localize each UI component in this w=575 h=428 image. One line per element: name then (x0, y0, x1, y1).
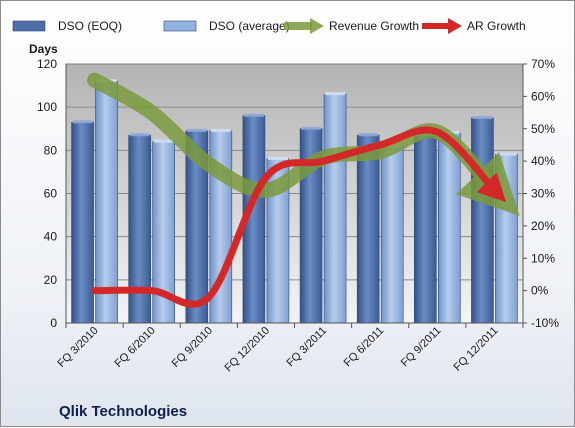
y-tick-label: 40 (44, 230, 58, 244)
bar-dso-eoq (72, 122, 94, 323)
y-tick-label: 120 (37, 57, 57, 71)
x-tick-label: FQ 6/2010 (113, 325, 158, 370)
legend-swatch (164, 21, 196, 31)
legend-swatch (13, 21, 45, 31)
bar-cap (73, 120, 93, 123)
bar-cap (130, 133, 150, 136)
y2-tick-label: 20% (531, 219, 555, 233)
y-tick-label: 100 (37, 100, 57, 114)
bar-cap (496, 153, 516, 156)
x-tick-label: FQ 9/2011 (399, 325, 444, 370)
bar-dso-eoq (357, 135, 379, 323)
bar-cap (244, 114, 264, 117)
bar-dso-eoq (471, 118, 493, 323)
legend-arrow (448, 18, 462, 34)
y-tick-label: 20 (44, 273, 58, 287)
bar-cap (268, 157, 288, 160)
bar-cap (154, 140, 174, 143)
y-tick-label: 0 (50, 316, 57, 330)
legend-label: AR Growth (467, 19, 526, 33)
y2-tick-label: 0% (531, 284, 549, 298)
bar-cap (358, 133, 378, 136)
bar-dso-average (324, 94, 346, 323)
legend-arrow (310, 18, 324, 34)
x-tick-label: FQ 9/2010 (170, 325, 215, 370)
bar-dso-eoq (129, 135, 151, 323)
y-axis-title: Days (29, 42, 58, 56)
bar-dso-average (96, 81, 118, 323)
x-tick-label: FQ 6/2011 (342, 325, 387, 370)
chart-caption: Qlik Technologies (59, 403, 187, 420)
bar-cap (472, 116, 492, 119)
x-tick-label: FQ 3/2011 (285, 325, 330, 370)
y-tick-label: 60 (44, 187, 58, 201)
bar-dso-average (381, 146, 403, 323)
y2-tick-label: 50% (531, 122, 555, 136)
x-tick-label: FQ 12/2010 (222, 325, 272, 375)
y2-tick-label: 10% (531, 251, 555, 265)
legend-label: DSO (average) (209, 19, 290, 33)
bar-dso-average (438, 133, 460, 323)
x-tick-label: FQ 3/2010 (55, 325, 100, 370)
bar-cap (301, 127, 321, 130)
y2-tick-label: 60% (531, 89, 555, 103)
legend-label: Revenue Growth (329, 19, 419, 33)
y2-tick-label: -10% (531, 316, 559, 330)
legend: DSO (EOQ) DSO (average) Revenue Growth AR G… (13, 18, 526, 34)
y2-tick-label: 40% (531, 154, 555, 168)
x-tick-label: FQ 12/2011 (452, 325, 501, 374)
bar-dso-eoq (414, 135, 436, 323)
bar-dso-average (495, 155, 517, 323)
bar-cap (325, 92, 345, 95)
y-tick-label: 80 (44, 143, 58, 157)
bar-cap (211, 129, 231, 132)
bar-cap (187, 129, 207, 132)
y2-tick-label: 70% (531, 57, 555, 71)
legend-label: DSO (EOQ) (58, 19, 122, 33)
y2-tick-label: 30% (531, 187, 555, 201)
